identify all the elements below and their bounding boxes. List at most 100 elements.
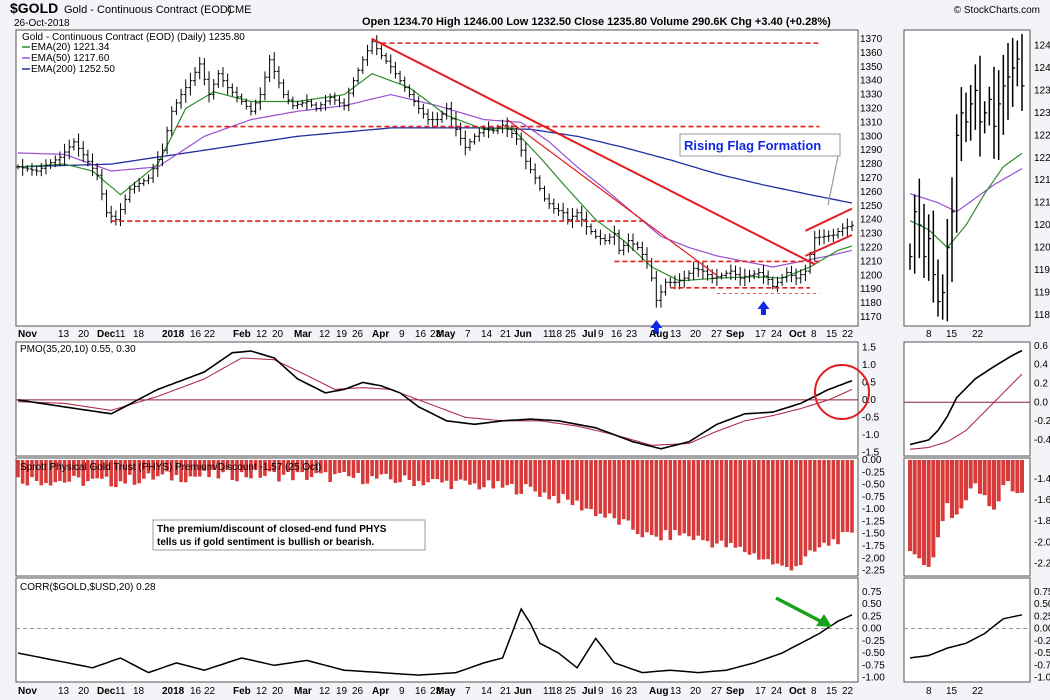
premium-axis-tick: -1.50 — [862, 529, 885, 540]
thin-trend-line — [506, 119, 718, 276]
price-axis-tick: 1340 — [860, 76, 883, 87]
premium-axis-tick: -2.00 — [862, 553, 885, 564]
x-axis-tick-bottom: 19 — [336, 686, 348, 697]
x-axis-tick: 16 — [415, 329, 427, 340]
premium-title: Sprott Physical Gold Trust (PHYS) Premiu… — [20, 462, 321, 473]
x-axis-tick-bottom: 22 — [842, 686, 854, 697]
x-axis-tick-bottom: Oct — [789, 686, 806, 697]
premium-bar — [775, 460, 780, 564]
x-axis-tick-bottom: 16 — [415, 686, 427, 697]
premium-bar — [701, 460, 705, 541]
premium-bar — [207, 460, 211, 478]
x-axis-tick: Jul — [582, 329, 597, 340]
ohlc-readout: Open 1234.70 High 1246.00 Low 1232.50 Cl… — [362, 16, 831, 28]
corr-axis-tick: 0.00 — [862, 624, 882, 635]
corr-axis-tick: -0.25 — [862, 636, 885, 647]
inset-premium-bar — [1015, 460, 1020, 494]
pmo-axis-tick: 0.0 — [862, 395, 876, 406]
x-axis-tick: 14 — [481, 329, 493, 340]
x-axis-tick: 25 — [565, 329, 577, 340]
premium-bar — [58, 460, 62, 481]
ema200-line — [17, 127, 853, 204]
x-axis-tick: Feb — [233, 329, 251, 340]
premium-bar — [715, 460, 719, 544]
premium-bar — [593, 460, 598, 517]
inset-corr-axis-tick: -0.75 — [1034, 660, 1050, 671]
chart-date: 26-Oct-2018 — [14, 18, 70, 29]
inset-price-axis-tick: 1190 — [1034, 288, 1050, 299]
inset-premium-axis-tick: -1.6 — [1034, 495, 1050, 506]
x-axis-tick: 12 — [319, 329, 331, 340]
premium-bar — [118, 460, 123, 482]
premium-bar — [328, 460, 332, 482]
premium-bar — [757, 460, 761, 560]
inset-premium-bar — [912, 460, 917, 555]
inset-premium-bar — [968, 460, 973, 489]
premium-bar — [691, 460, 696, 540]
x-axis-tick: Apr — [372, 329, 389, 340]
x-axis-tick-bottom: Sep — [726, 686, 744, 697]
premium-bar — [831, 460, 836, 540]
premium-bar — [654, 460, 659, 537]
premium-axis-tick: -0.50 — [862, 480, 885, 491]
corr-title: CORR($GOLD,$USD,20) 0.28 — [20, 582, 156, 593]
inset-corr-axis-tick: 0.50 — [1034, 599, 1050, 610]
inset-premium-bar — [1006, 460, 1010, 482]
premium-bar — [426, 460, 430, 483]
x-axis-tick: 23 — [430, 329, 442, 340]
premium-bar — [770, 460, 775, 565]
premium-bar — [645, 460, 649, 533]
x-axis-tick: Jun — [514, 329, 532, 340]
x-axis-tick-bottom: 16 — [190, 686, 202, 697]
corr-axis-tick: -1.00 — [862, 673, 885, 684]
pmo-axis-tick: -1.0 — [862, 430, 880, 441]
price-legend-title: Gold - Continuous Contract (EOD) (Daily)… — [22, 32, 245, 43]
premium-bar — [766, 460, 770, 560]
premium-bar — [463, 460, 468, 481]
premium-bar — [477, 460, 482, 490]
x-axis-tick: 11 — [543, 329, 554, 340]
x-axis-tick-bottom: 24 — [771, 686, 783, 697]
premium-bar — [752, 460, 756, 554]
x-axis-tick: 13 — [58, 329, 70, 340]
premium-bar — [444, 460, 449, 481]
inset-price-axis-tick: 1235 — [1034, 85, 1050, 96]
inset-premium-bar — [926, 460, 931, 567]
price-axis-tick: 1280 — [860, 159, 883, 170]
premium-bar — [337, 460, 342, 473]
premium-axis-tick: -0.75 — [862, 492, 885, 503]
symbol: $GOLD — [10, 0, 58, 16]
inset-premium-bar — [922, 460, 926, 566]
downtrend-line — [371, 38, 816, 266]
x-axis-tick: 16 — [611, 329, 623, 340]
premium-axis-tick: -1.25 — [862, 516, 885, 527]
inset-price-axis-tick: 1240 — [1034, 63, 1050, 74]
price-axis-tick: 1220 — [860, 243, 883, 254]
x-axis-tick: 24 — [771, 329, 783, 340]
inset-premium-bar — [950, 460, 954, 519]
blue-up-arrow — [650, 320, 663, 334]
premium-bar — [402, 460, 407, 476]
inset-premium-bar — [964, 460, 968, 501]
price-axis-tick: 1250 — [860, 201, 883, 212]
premium-bar — [44, 460, 48, 484]
pmo-line — [17, 350, 853, 450]
x-axis-tick-bottom: 23 — [430, 686, 442, 697]
premium-bar — [500, 460, 505, 488]
ema50-legend: EMA(50) 1217.60 — [31, 53, 110, 64]
premium-bar — [374, 460, 379, 479]
pmo-axis-tick: -0.5 — [862, 412, 880, 423]
x-axis-tick: May — [436, 329, 456, 340]
premium-bar — [319, 460, 323, 474]
premium-bar — [733, 460, 738, 548]
premium-bar — [482, 460, 486, 488]
x-axis-tick-bottom: 8 — [811, 686, 817, 697]
pmo-crossover-circle — [814, 364, 870, 420]
premium-bar — [146, 460, 151, 474]
x-axis-tick-bottom: 20 — [690, 686, 702, 697]
x-axis-tick: Nov — [18, 329, 37, 340]
price-axis-tick: 1290 — [860, 145, 883, 156]
premium-bar — [631, 460, 635, 530]
premium-bar — [491, 460, 496, 489]
